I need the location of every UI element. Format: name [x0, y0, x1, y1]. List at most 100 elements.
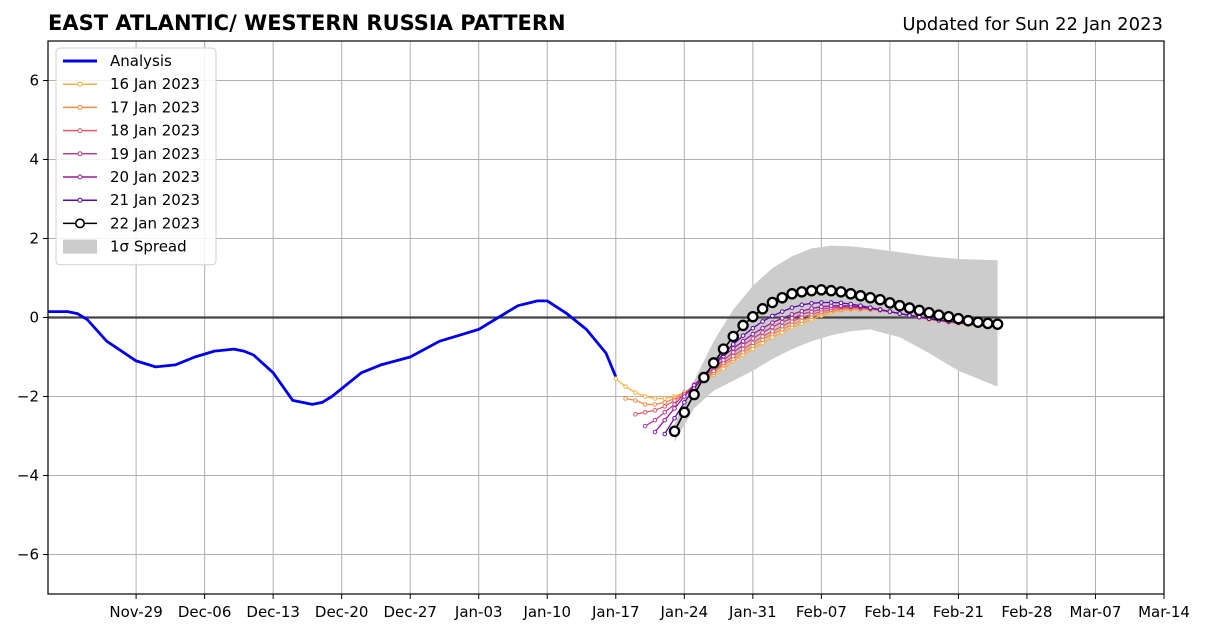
- chart-subtitle: Updated for Sun 22 Jan 2023: [902, 14, 1163, 35]
- forecast-point: [740, 346, 746, 352]
- forecast-point: [760, 319, 765, 324]
- forecast-point: [982, 317, 994, 330]
- forecast-point: [942, 310, 955, 323]
- legend-label: 22 Jan 2023: [110, 214, 200, 232]
- forecast-point: [652, 396, 658, 401]
- legend-marker: [77, 174, 83, 180]
- forecast-point: [789, 315, 795, 321]
- forecast-point: [717, 343, 730, 355]
- forecast-point: [730, 353, 736, 359]
- forecast-point: [730, 349, 736, 355]
- forecast-point: [907, 313, 912, 318]
- forecast-point: [770, 313, 775, 319]
- forecast-point: [933, 309, 945, 321]
- forecast-point: [776, 291, 788, 304]
- forecast-point: [887, 309, 893, 314]
- legend-label: 17 Jan 2023: [110, 98, 200, 116]
- forecast-point: [678, 406, 691, 419]
- forecast-point: [858, 303, 863, 308]
- forecast-point: [662, 417, 668, 423]
- forecast-point: [633, 411, 638, 417]
- legend-label: 16 Jan 2023: [110, 75, 200, 93]
- forecast-point: [682, 400, 687, 405]
- forecast-point: [770, 324, 775, 330]
- y-tick-label: −4: [17, 467, 39, 485]
- plot-area: Nov-29 Dec-06 Dec-13 Dec-20 Dec-27 Jan-03 Jan-…: [17, 40, 1190, 621]
- plot-frame: [47, 40, 1165, 595]
- x-tick-label: Dec-13: [246, 603, 300, 621]
- forecast-point: [913, 304, 926, 317]
- forecast-point: [923, 307, 935, 319]
- forecast-point: [672, 398, 677, 403]
- forecast-point: [789, 312, 795, 317]
- x-tick-label: Dec-06: [178, 603, 232, 621]
- forecast-point: [642, 410, 648, 415]
- chart-title: EAST ATLANTIC/ WESTERN RUSSIA PATTERN: [48, 11, 566, 35]
- forecast-point: [662, 400, 668, 405]
- forecast-point: [819, 304, 824, 310]
- forecast-point: [828, 300, 834, 305]
- forecast-point: [662, 431, 668, 437]
- forecast-point: [760, 325, 765, 331]
- forecast-point: [721, 366, 726, 372]
- legend-marker: [77, 197, 83, 203]
- forecast-point: [756, 303, 769, 315]
- forecast-point: [848, 301, 854, 307]
- forecast-point: [952, 312, 965, 325]
- forecast-point: [642, 402, 648, 407]
- y-tick-label: −2: [17, 388, 39, 406]
- forecast-point: [707, 357, 720, 369]
- forecast-point: [796, 286, 808, 298]
- forecast-point: [672, 415, 677, 421]
- forecast-point: [721, 357, 726, 363]
- x-tick-label: Dec-20: [315, 603, 369, 621]
- forecast-point: [819, 300, 824, 305]
- forecast-point: [662, 396, 668, 401]
- forecast-point: [779, 323, 785, 329]
- forecast-point: [815, 284, 828, 296]
- legend-label: 19 Jan 2023: [110, 145, 200, 163]
- forecast-point: [962, 314, 974, 327]
- legend-frame: [55, 47, 217, 266]
- forecast-point: [633, 398, 638, 403]
- forecast-point: [662, 410, 668, 415]
- forecast-point: [766, 296, 779, 309]
- analysis-line: [48, 299, 618, 406]
- forecast-point: [854, 290, 867, 302]
- forecast-point: [662, 404, 668, 409]
- forecast-point: [805, 284, 818, 297]
- x-tick-label: Dec-27: [383, 603, 437, 621]
- forecast-point: [786, 288, 798, 300]
- x-tick-label: Jan-03: [454, 603, 503, 621]
- x-tick-label: Jan-10: [522, 603, 571, 621]
- legend-label: 20 Jan 2023: [110, 168, 200, 186]
- forecast-point: [652, 429, 658, 435]
- forecast-point: [779, 319, 785, 325]
- forecast-point: [737, 319, 749, 332]
- forecast-point: [740, 342, 746, 348]
- forecast-point: [750, 331, 756, 337]
- forecast-point: [730, 346, 736, 351]
- forecast-point: [897, 311, 902, 316]
- forecast-point: [770, 320, 775, 325]
- forecast-point: [750, 340, 756, 346]
- x-tick-label: Jan-31: [728, 603, 777, 621]
- x-tick-label: Nov-29: [109, 603, 162, 621]
- legend-marker: [75, 218, 86, 229]
- legend-label: 18 Jan 2023: [110, 122, 200, 140]
- forecast-point: [642, 394, 648, 399]
- forecast-point: [874, 293, 886, 306]
- forecast-point: [613, 376, 619, 382]
- legend-label: Analysis: [110, 52, 172, 70]
- forecast-point: [799, 308, 805, 314]
- forecast-point: [972, 316, 984, 328]
- y-tick-label: 6: [29, 72, 39, 90]
- legend-swatch: [63, 239, 97, 254]
- forecast-point: [893, 299, 906, 312]
- forecast-point: [623, 396, 628, 401]
- legend-label: 1σ Spread: [110, 238, 187, 256]
- forecast-point: [633, 390, 638, 395]
- y-tick-label: 0: [29, 309, 39, 327]
- forecast-point: [688, 388, 700, 401]
